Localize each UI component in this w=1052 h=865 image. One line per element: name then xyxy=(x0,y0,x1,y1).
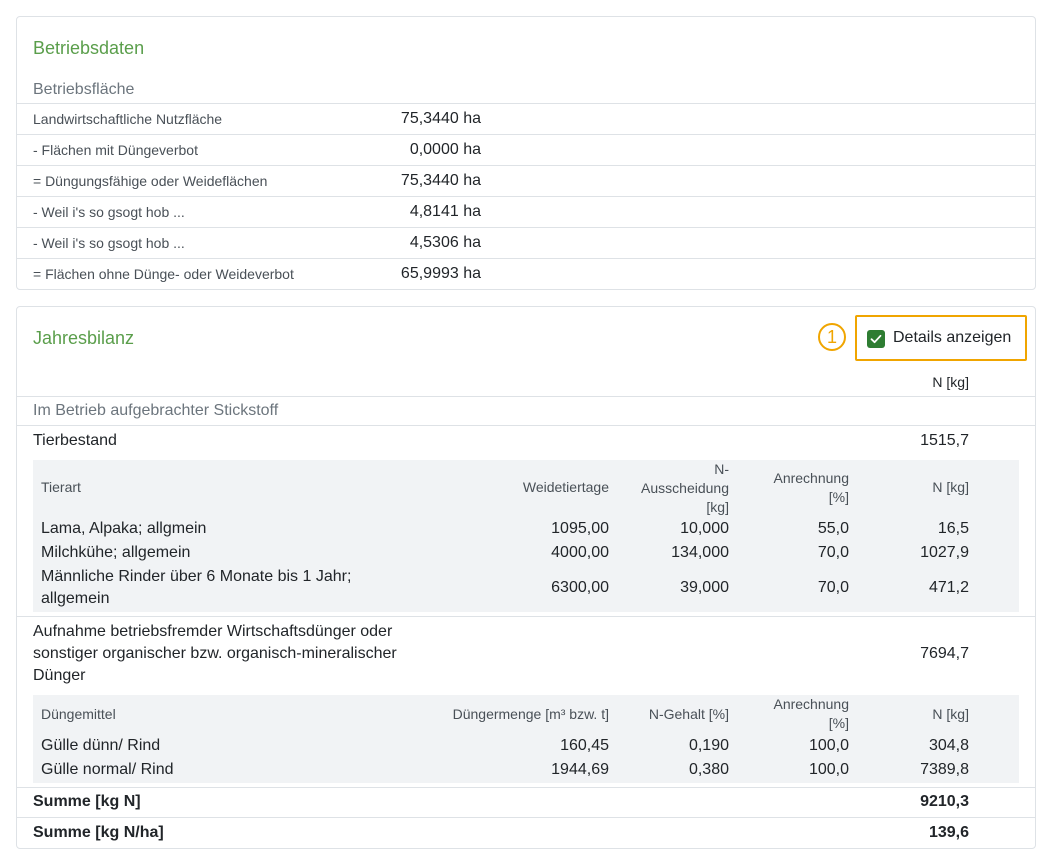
aufnahme-label-line: Dünger xyxy=(33,667,86,684)
details-toggle[interactable]: Details anzeigen xyxy=(855,315,1027,361)
flaeche-label: Landwirtschaftliche Nutzfläche xyxy=(33,111,223,127)
anrechnung-header-line: [%] xyxy=(828,489,849,505)
flaeche-value: 75,3440 ha xyxy=(400,172,481,189)
n-header: N [kg] xyxy=(932,479,969,495)
flaeche-label: - Flächen mit Düngeverbot xyxy=(33,142,198,158)
duengemittel-cell: Gülle normal/ Rind xyxy=(41,761,174,778)
divider xyxy=(17,425,1035,426)
n-cell: 16,5 xyxy=(937,520,969,537)
aufnahme-label-line: sonstiger organischer bzw. organisch-min… xyxy=(33,645,397,662)
tierart-cell: Männliche Rinder über 6 Monate bis 1 Jah… xyxy=(41,566,351,610)
divider xyxy=(17,817,1035,818)
flaeche-value: 4,5306 ha xyxy=(409,234,481,251)
tierbestand-table: Tierart Weidetiertage N- Ausscheidung [k… xyxy=(33,460,1019,612)
tierbestand-label: Tierbestand xyxy=(33,432,117,449)
ausscheidung-header-line: N- xyxy=(714,461,729,477)
weidetiertage-cell: 6300,00 xyxy=(551,579,609,596)
duengemittel-cell: Gülle dünn/ Rind xyxy=(41,737,161,754)
duengermenge-cell: 160,45 xyxy=(560,737,609,754)
duengermenge-cell: 1944,69 xyxy=(551,761,609,778)
divider xyxy=(17,616,1035,617)
n-gehalt-cell: 0,380 xyxy=(688,761,729,778)
ausscheidung-cell: 10,000 xyxy=(680,520,729,537)
tierbestand-value: 1515,7 xyxy=(920,432,969,449)
ausscheidung-cell: 134,000 xyxy=(671,544,729,561)
ausscheidung-cell: 39,000 xyxy=(680,579,729,596)
betriebsdaten-title: Betriebsdaten xyxy=(33,38,145,58)
jahresbilanz-title: Jahresbilanz xyxy=(33,328,135,348)
flaeche-row: - Weil i's so gsogt hob ... 4,5306 ha xyxy=(17,227,1035,258)
annotation-marker: 1 xyxy=(818,323,846,351)
betriebsflaeche-heading: Betriebsfläche xyxy=(33,81,135,98)
check-icon xyxy=(870,334,882,344)
n-cell: 1027,9 xyxy=(920,544,969,561)
duengermenge-header: Düngermenge [m³ bzw. t] xyxy=(452,706,609,722)
n-cell: 471,2 xyxy=(928,579,969,596)
flaeche-row: - Weil i's so gsogt hob ... 4,8141 ha xyxy=(17,196,1035,227)
flaeche-value: 4,8141 ha xyxy=(409,203,481,220)
n-header: N [kg] xyxy=(932,706,969,722)
betriebsdaten-card: Betriebsdaten Betriebsfläche Landwirtsch… xyxy=(16,16,1036,290)
summe-n-value: 9210,3 xyxy=(920,793,969,810)
stickstoff-heading: Im Betrieb aufgebrachter Stickstoff xyxy=(33,402,279,419)
tierart-header: Tierart xyxy=(41,479,81,495)
aufnahme-label-line: Aufnahme betriebsfremder Wirtschaftsdüng… xyxy=(33,623,393,640)
anrechnung-cell: 100,0 xyxy=(808,761,849,778)
summe-n-label: Summe [kg N] xyxy=(33,793,141,810)
flaeche-row: = Flächen ohne Dünge- oder Weideverbot 6… xyxy=(17,258,1035,289)
duengemittel-header: Düngemittel xyxy=(41,706,116,722)
flaeche-value: 75,3440 ha xyxy=(400,110,481,127)
anrechnung-header-line: Anrechnung xyxy=(773,696,849,712)
anrechnung-header-line: Anrechnung xyxy=(773,470,849,486)
anrechnung-cell: 100,0 xyxy=(808,737,849,754)
weidetiertage-header: Weidetiertage xyxy=(522,479,609,495)
flaeche-row: = Düngungsfähige oder Weideflächen 75,34… xyxy=(17,165,1035,196)
flaeche-row: Landwirtschaftliche Nutzfläche 75,3440 h… xyxy=(17,103,1035,134)
flaeche-label: - Weil i's so gsogt hob ... xyxy=(33,204,185,220)
flaeche-row: - Flächen mit Düngeverbot 0,0000 ha xyxy=(17,134,1035,165)
aufnahme-value: 7694,7 xyxy=(920,645,969,662)
ausscheidung-header-line: [kg] xyxy=(706,499,729,515)
details-label[interactable]: Details anzeigen xyxy=(893,329,1012,346)
divider xyxy=(17,396,1035,397)
flaeche-value: 65,9993 ha xyxy=(400,265,481,282)
tierart-cell: Lama, Alpaka; allgmein xyxy=(41,520,207,537)
anrechnung-cell: 70,0 xyxy=(817,544,849,561)
weidetiertage-cell: 4000,00 xyxy=(551,544,609,561)
flaeche-label: - Weil i's so gsogt hob ... xyxy=(33,235,185,251)
n-cell: 304,8 xyxy=(928,737,969,754)
anrechnung-cell: 55,0 xyxy=(817,520,849,537)
ausscheidung-header: N- Ausscheidung [kg] xyxy=(619,460,729,517)
summe-nha-label: Summe [kg N/ha] xyxy=(33,824,164,841)
flaeche-label: = Flächen ohne Dünge- oder Weideverbot xyxy=(33,266,294,282)
jahresbilanz-card: Jahresbilanz 1 Details anzeigen N [kg] I… xyxy=(16,306,1036,849)
n-gehalt-cell: 0,190 xyxy=(688,737,729,754)
flaeche-value: 0,0000 ha xyxy=(409,141,481,158)
duengemittel-table: Düngemittel Düngermenge [m³ bzw. t] N-Ge… xyxy=(33,695,1019,783)
n-cell: 7389,8 xyxy=(920,761,969,778)
divider xyxy=(17,787,1035,788)
anrechnung-header: Anrechnung [%] xyxy=(739,469,849,507)
weidetiertage-cell: 1095,00 xyxy=(551,520,609,537)
summe-nha-value: 139,6 xyxy=(928,824,969,841)
anrechnung-header-line: [%] xyxy=(828,715,849,731)
details-checkbox[interactable] xyxy=(867,330,885,348)
n-kg-column-header: N [kg] xyxy=(932,374,969,390)
anrechnung-cell: 70,0 xyxy=(817,579,849,596)
tierart-cell: Milchkühe; allgemein xyxy=(41,544,191,561)
flaeche-label: = Düngungsfähige oder Weideflächen xyxy=(33,173,268,189)
anrechnung-header: Anrechnung [%] xyxy=(739,695,849,733)
aufnahme-label: Aufnahme betriebsfremder Wirtschaftsdüng… xyxy=(33,621,397,687)
tierart-cell-line: Männliche Rinder über 6 Monate bis 1 Jah… xyxy=(41,568,352,585)
n-gehalt-header: N-Gehalt [%] xyxy=(648,706,729,722)
tierart-cell-line: allgemein xyxy=(41,590,110,607)
ausscheidung-header-line: Ausscheidung xyxy=(641,480,729,496)
